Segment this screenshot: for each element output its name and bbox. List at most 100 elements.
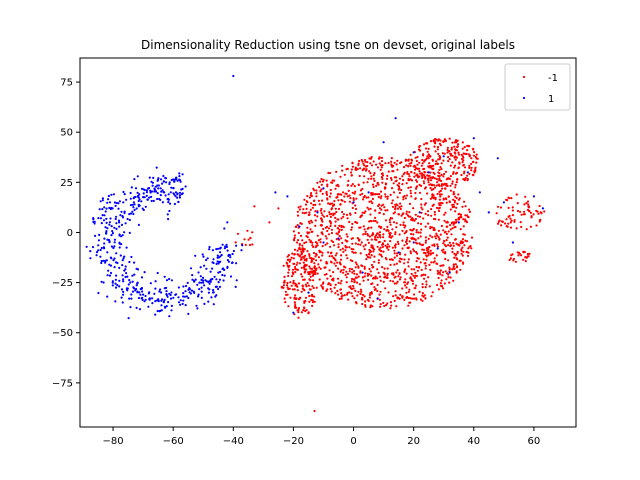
data-point-series-0 bbox=[309, 256, 312, 260]
data-point-series-0 bbox=[444, 252, 447, 255]
data-point-series-1 bbox=[118, 200, 121, 203]
data-point-series-1 bbox=[337, 237, 340, 240]
data-point-series-0 bbox=[327, 171, 330, 175]
data-point-series-0 bbox=[462, 164, 465, 167]
data-point-series-0 bbox=[294, 303, 297, 307]
data-point-series-0 bbox=[407, 296, 410, 300]
data-point-series-1 bbox=[151, 184, 154, 187]
data-point-series-0 bbox=[442, 197, 445, 200]
data-point-series-1 bbox=[216, 260, 219, 263]
data-point-series-0 bbox=[327, 202, 330, 205]
data-point-series-0 bbox=[302, 288, 305, 291]
data-point-series-0 bbox=[408, 175, 411, 178]
data-point-series-0 bbox=[379, 279, 382, 282]
data-point-series-1 bbox=[118, 233, 121, 236]
data-point-series-0 bbox=[350, 247, 353, 251]
data-point-series-0 bbox=[378, 225, 381, 228]
data-point-series-1 bbox=[241, 244, 244, 247]
data-point-series-0 bbox=[509, 217, 512, 220]
data-point-series-1 bbox=[160, 190, 163, 193]
data-point-series-0 bbox=[355, 207, 358, 211]
data-point-series-0 bbox=[294, 284, 297, 287]
data-point-series-0 bbox=[414, 274, 417, 277]
data-point-series-0 bbox=[298, 208, 301, 211]
data-point-series-0 bbox=[337, 293, 340, 296]
data-point-series-1 bbox=[143, 271, 146, 274]
data-point-series-0 bbox=[442, 175, 445, 178]
data-point-series-1 bbox=[98, 208, 101, 211]
data-point-series-0 bbox=[320, 284, 323, 287]
data-point-series-0 bbox=[425, 258, 428, 261]
data-point-series-1 bbox=[137, 223, 140, 226]
data-point-series-0 bbox=[298, 246, 301, 249]
data-point-series-0 bbox=[405, 242, 409, 245]
data-point-series-0 bbox=[442, 251, 445, 254]
data-point-series-0 bbox=[306, 195, 309, 198]
data-point-series-0 bbox=[424, 267, 427, 270]
data-point-series-0 bbox=[368, 170, 371, 173]
data-point-series-0 bbox=[423, 143, 426, 146]
data-point-series-0 bbox=[366, 181, 369, 184]
data-point-series-0 bbox=[311, 206, 314, 209]
data-point-series-1 bbox=[103, 206, 106, 209]
data-point-series-0 bbox=[449, 175, 452, 178]
data-point-series-1 bbox=[123, 231, 126, 234]
data-point-series-0 bbox=[374, 209, 377, 212]
data-point-series-0 bbox=[434, 218, 437, 221]
data-point-series-1 bbox=[234, 285, 237, 288]
data-point-series-0 bbox=[297, 206, 300, 209]
data-point-series-0 bbox=[380, 166, 383, 169]
data-point-series-0 bbox=[364, 230, 367, 233]
data-point-series-0 bbox=[342, 191, 345, 194]
data-point-series-0 bbox=[425, 255, 428, 258]
data-point-series-0 bbox=[437, 276, 440, 280]
data-point-series-0 bbox=[319, 267, 322, 270]
data-point-series-0 bbox=[444, 197, 447, 200]
data-point-series-0 bbox=[315, 195, 318, 198]
data-point-series-0 bbox=[415, 229, 418, 232]
data-point-series-1 bbox=[198, 281, 201, 284]
data-point-series-0 bbox=[307, 311, 310, 314]
data-point-series-0 bbox=[347, 189, 350, 192]
data-point-series-1 bbox=[138, 308, 142, 311]
data-point-series-0 bbox=[449, 208, 452, 211]
data-point-series-0 bbox=[399, 293, 402, 296]
data-point-series-0 bbox=[431, 291, 434, 294]
data-point-series-0 bbox=[337, 218, 340, 221]
data-point-series-0 bbox=[470, 162, 473, 165]
data-point-series-0 bbox=[418, 170, 421, 173]
data-point-series-0 bbox=[420, 268, 423, 271]
data-point-series-0 bbox=[386, 243, 389, 246]
data-point-series-0 bbox=[442, 159, 445, 162]
data-point-series-0 bbox=[411, 237, 414, 240]
data-point-series-0 bbox=[370, 274, 373, 277]
data-point-series-0 bbox=[509, 226, 513, 229]
data-point-series-0 bbox=[329, 224, 332, 228]
data-point-series-0 bbox=[391, 228, 394, 231]
data-point-series-0 bbox=[408, 162, 411, 165]
data-point-series-1 bbox=[487, 211, 490, 214]
data-point-series-0 bbox=[404, 281, 407, 284]
data-point-series-1 bbox=[145, 191, 148, 194]
data-point-series-1 bbox=[93, 222, 96, 225]
data-point-series-0 bbox=[406, 295, 409, 299]
data-point-series-1 bbox=[457, 221, 460, 224]
data-point-series-0 bbox=[369, 162, 372, 165]
data-point-series-0 bbox=[524, 195, 527, 198]
data-point-series-0 bbox=[518, 252, 521, 255]
data-point-series-1 bbox=[160, 291, 163, 294]
data-point-series-0 bbox=[452, 172, 455, 175]
data-point-series-0 bbox=[419, 261, 422, 264]
data-point-series-0 bbox=[403, 298, 406, 301]
data-point-series-0 bbox=[522, 258, 525, 261]
data-point-series-0 bbox=[380, 156, 384, 159]
data-point-series-0 bbox=[376, 268, 379, 271]
data-point-series-0 bbox=[461, 161, 464, 164]
data-point-series-0 bbox=[372, 173, 375, 177]
data-point-series-0 bbox=[310, 267, 314, 270]
data-point-series-1 bbox=[144, 205, 147, 208]
data-point-series-0 bbox=[313, 266, 316, 269]
data-point-series-1 bbox=[161, 182, 164, 185]
data-point-series-0 bbox=[335, 184, 338, 187]
data-point-series-1 bbox=[121, 216, 125, 219]
